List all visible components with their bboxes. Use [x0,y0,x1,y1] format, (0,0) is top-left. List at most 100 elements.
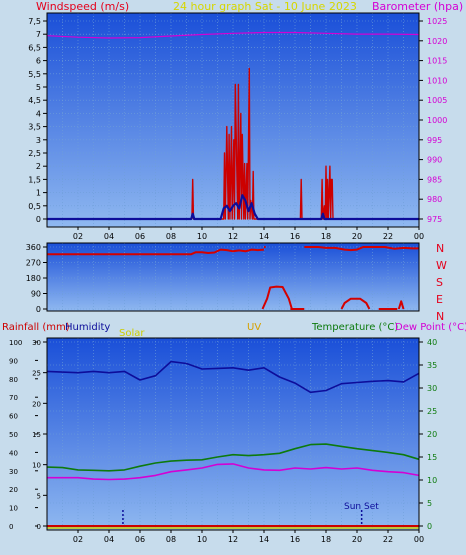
y-tick-label: 270 [26,259,41,268]
y-tick-label-right: 980 [427,195,442,204]
compass-label: E [436,293,443,306]
y-tick-label: 0 [36,305,41,314]
x-tick-label: 08 [166,232,176,241]
rain-tick-label: 80 [9,376,18,384]
rain-tick-label: 0 [9,523,13,531]
humidity-tick-label: 30 [32,339,41,347]
x-tick-label: 10 [197,535,207,544]
wind-direction-line [261,285,293,310]
rain-tick-label: 90 [9,357,18,365]
y-tick-label-left: 3,5 [28,123,41,132]
x-tick-label: 18 [321,535,331,544]
temperature-tick-label: 5 [427,499,432,508]
x-tick-label: 08 [166,535,176,544]
rain-tick-label: 20 [9,486,18,494]
wind-plot-series [46,31,420,221]
y-tick-label-right: 990 [427,156,442,165]
compass-label: N [436,310,444,323]
x-tick-label: 00 [414,232,424,241]
humidity-tick-label: 0 [37,523,41,531]
y-tick-label-left: 5 [36,83,41,92]
humidity-tick-label: 15 [32,431,41,439]
y-tick-label-right: 995 [427,136,442,145]
x-tick-label: 22 [383,232,393,241]
rain-tick-label: 100 [9,339,22,347]
rain-tick-label: 30 [9,468,18,476]
y-tick-label: 360 [26,243,41,252]
x-tick-label: 06 [135,535,145,544]
dewpoint-axis-title: Dew Point (°C) [395,322,466,333]
direction-plot-grid [47,243,419,311]
wind-direction-line [47,248,265,256]
x-tick-label: 18 [321,232,331,241]
y-tick-label-right: 1015 [427,57,447,66]
compass-label: S [436,276,443,289]
x-tick-label: 16 [290,232,300,241]
humidity-axis-title: Humidity [65,322,110,333]
temperature-tick-label: 0 [427,522,432,531]
plot-frame [46,242,420,312]
y-tick-label-left: 2 [36,162,41,171]
temperature-plot-series [46,360,420,529]
y-tick-label-right: 1000 [427,116,447,125]
rain-tick-label: 60 [9,413,18,421]
x-tick-label: 12 [228,535,238,544]
barometer-axis-title: Barometer (hpa) [372,0,463,13]
temperature-tick-label: 30 [427,384,437,393]
windspeed-line [47,194,419,221]
solar-label: Solar [119,328,145,339]
rain-tick-label: 10 [9,505,18,513]
y-tick-label-left: 4 [36,109,41,118]
temperature-tick-label: 15 [427,453,437,462]
y-tick-label-left: 6 [36,57,41,66]
y-tick-label-left: 3 [36,136,41,145]
x-tick-label: 02 [73,535,83,544]
x-tick-label: 20 [352,535,362,544]
y-tick-label-right: 1025 [427,17,447,26]
rainfall-axis-title: Rainfall (mm) [2,322,70,333]
x-tick-label: 22 [383,535,393,544]
humidity-tick-label: 25 [32,370,41,378]
humidity-tick-label: 20 [32,400,41,408]
rain-tick-label: 50 [9,431,18,439]
x-tick-label: 00 [414,535,424,544]
x-tick-label: 10 [197,232,207,241]
x-tick-label: 04 [104,535,114,544]
temperature-tick-label: 40 [427,338,437,347]
y-tick-label: 90 [31,290,41,299]
y-tick-label-left: 5,5 [28,70,41,79]
humidity-tick-label: 5 [37,492,41,500]
uv-label: UV [247,322,261,333]
y-tick-label-left: 7 [36,30,41,39]
x-tick-label: 02 [73,232,83,241]
temperature-tick-label: 10 [427,476,437,485]
wind-plot-axes: 0 0,5 1 1,5 2 2,5 3 3,5 4 4,5 5 5,5 6 6,5 7 7,5 975 980 98… [28,12,447,241]
y-tick-label-left: 1,5 [28,175,41,184]
barometer-line [46,31,420,39]
dewpoint-line [47,463,420,481]
direction-plot-axes: 0 90 180 270 360 [26,242,420,314]
x-tick-label: 04 [104,232,114,241]
compass-label: W [436,259,447,272]
x-tick-label: 20 [352,232,362,241]
chart-title: 24 hour graph Sat - 10 June 2023 [173,0,357,13]
y-tick-label-right: 975 [427,215,442,224]
y-tick-label-right: 1020 [427,37,447,46]
x-tick-label: 16 [290,535,300,544]
y-tick-label-right: 1005 [427,96,447,105]
humidity-line [46,360,420,394]
compass-label: N [436,242,444,255]
direction-plot-series [47,246,419,310]
rain-tick-label: 70 [9,394,18,402]
y-tick-label-left: 0,5 [28,202,41,211]
y-tick-label-left: 7,5 [28,17,41,26]
x-tick-label: 14 [259,535,269,544]
y-tick-label-right: 985 [427,175,442,184]
gust-line [191,67,334,220]
temperature-axis-title: Temperature (°C) [311,322,398,333]
wind-direction-line [340,297,371,310]
y-tick-label-left: 1 [36,189,41,198]
sunset-annotation: Sun Set [344,502,379,512]
